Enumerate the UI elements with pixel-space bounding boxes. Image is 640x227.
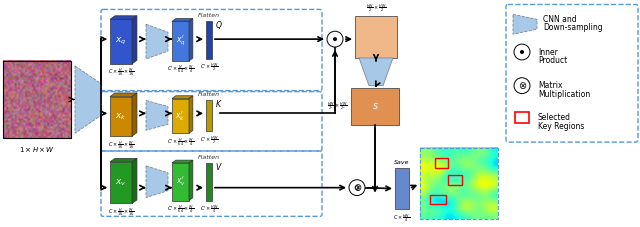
- Text: Product: Product: [538, 57, 567, 65]
- Text: Save: Save: [394, 160, 410, 165]
- Text: $C'\times\frac{HW}{4}$: $C'\times\frac{HW}{4}$: [200, 203, 218, 215]
- Text: $x_q$: $x_q$: [115, 36, 127, 47]
- Text: Down-sampling: Down-sampling: [543, 23, 603, 32]
- Text: $C\times\frac{H}{16}\times\frac{W}{16}$: $C\times\frac{H}{16}\times\frac{W}{16}$: [108, 139, 134, 151]
- Polygon shape: [146, 24, 168, 59]
- Polygon shape: [513, 14, 537, 34]
- Text: $x_k$: $x_k$: [115, 111, 127, 122]
- Polygon shape: [359, 58, 393, 86]
- Polygon shape: [132, 158, 137, 203]
- Polygon shape: [132, 93, 137, 136]
- Text: Flatten: Flatten: [198, 155, 220, 160]
- Text: $x_k'$: $x_k'$: [175, 109, 186, 123]
- Text: $Q$: $Q$: [215, 19, 223, 31]
- Bar: [355, 16, 397, 58]
- Polygon shape: [172, 99, 189, 133]
- Polygon shape: [146, 101, 168, 130]
- Polygon shape: [189, 96, 193, 133]
- Circle shape: [327, 31, 343, 47]
- Polygon shape: [110, 158, 137, 162]
- Circle shape: [333, 37, 337, 41]
- Polygon shape: [132, 16, 137, 64]
- Text: $C\times\frac{H}{16}\times\frac{W}{16}$: $C\times\frac{H}{16}\times\frac{W}{16}$: [108, 67, 134, 78]
- Bar: [448, 175, 462, 185]
- Bar: [206, 99, 212, 131]
- Polygon shape: [172, 19, 193, 21]
- Text: Multiplication: Multiplication: [538, 90, 590, 99]
- Text: $K$: $K$: [215, 98, 223, 109]
- Circle shape: [514, 44, 530, 60]
- Text: $C\times\frac{H}{16}\times\frac{W}{16}$: $C\times\frac{H}{16}\times\frac{W}{16}$: [108, 207, 134, 218]
- Circle shape: [520, 50, 524, 54]
- Text: ⊗: ⊗: [518, 81, 526, 91]
- Bar: [395, 168, 409, 210]
- Text: ⊗: ⊗: [353, 183, 361, 193]
- Bar: [206, 163, 212, 200]
- Polygon shape: [110, 93, 137, 96]
- Polygon shape: [75, 66, 101, 133]
- Text: Matrix: Matrix: [538, 81, 563, 90]
- Text: $C'\times\frac{H}{64}\times\frac{W}{4}$: $C'\times\frac{H}{64}\times\frac{W}{4}$: [167, 64, 194, 75]
- Circle shape: [349, 180, 365, 196]
- Polygon shape: [172, 96, 193, 99]
- Text: $x_q'$: $x_q'$: [175, 34, 186, 48]
- Text: $\frac{HW}{2}\times\frac{HW}{2}$: $\frac{HW}{2}\times\frac{HW}{2}$: [365, 3, 387, 14]
- Text: $1\times H\times W$: $1\times H\times W$: [19, 145, 55, 154]
- Polygon shape: [172, 163, 189, 200]
- Bar: [351, 88, 399, 125]
- Text: CNN and: CNN and: [543, 15, 577, 24]
- Polygon shape: [110, 162, 132, 203]
- Text: Inner: Inner: [538, 47, 558, 57]
- Circle shape: [514, 78, 530, 94]
- Polygon shape: [110, 19, 132, 64]
- Text: $C'\times\frac{H}{64}\times\frac{W}{4}$: $C'\times\frac{H}{64}\times\frac{W}{4}$: [167, 136, 194, 148]
- Text: Flatten: Flatten: [198, 91, 220, 96]
- Polygon shape: [172, 21, 189, 61]
- Text: $C\times\frac{HW}{4}$: $C\times\frac{HW}{4}$: [394, 212, 411, 224]
- Text: $x_v$: $x_v$: [115, 178, 127, 188]
- Bar: [206, 21, 212, 59]
- Text: Key Regions: Key Regions: [538, 122, 584, 131]
- Polygon shape: [110, 96, 132, 136]
- Text: ·: ·: [520, 47, 524, 57]
- Text: Flatten: Flatten: [198, 13, 220, 18]
- Polygon shape: [110, 16, 137, 19]
- Bar: [420, 148, 498, 219]
- Text: $C'\times\frac{H}{64}\times\frac{W}{4}$: $C'\times\frac{H}{64}\times\frac{W}{4}$: [167, 203, 194, 215]
- Bar: [435, 158, 448, 168]
- Text: $s$: $s$: [372, 101, 378, 111]
- Polygon shape: [189, 19, 193, 61]
- Bar: [515, 112, 529, 123]
- Text: Selected: Selected: [538, 113, 571, 122]
- Text: $C'\times\frac{HW}{2}$: $C'\times\frac{HW}{2}$: [200, 134, 218, 146]
- Text: $C'\times\frac{HW}{2}$: $C'\times\frac{HW}{2}$: [200, 62, 218, 73]
- Text: $x_v'$: $x_v'$: [175, 175, 186, 188]
- Text: $\frac{HW}{2^6}\times\frac{HW}{2^4}$: $\frac{HW}{2^6}\times\frac{HW}{2^4}$: [328, 100, 348, 113]
- Text: $V$: $V$: [215, 161, 223, 172]
- Bar: [3, 61, 71, 138]
- Polygon shape: [189, 160, 193, 200]
- Text: ·: ·: [333, 34, 337, 44]
- Polygon shape: [146, 166, 168, 197]
- Polygon shape: [172, 160, 193, 163]
- Bar: [430, 195, 446, 205]
